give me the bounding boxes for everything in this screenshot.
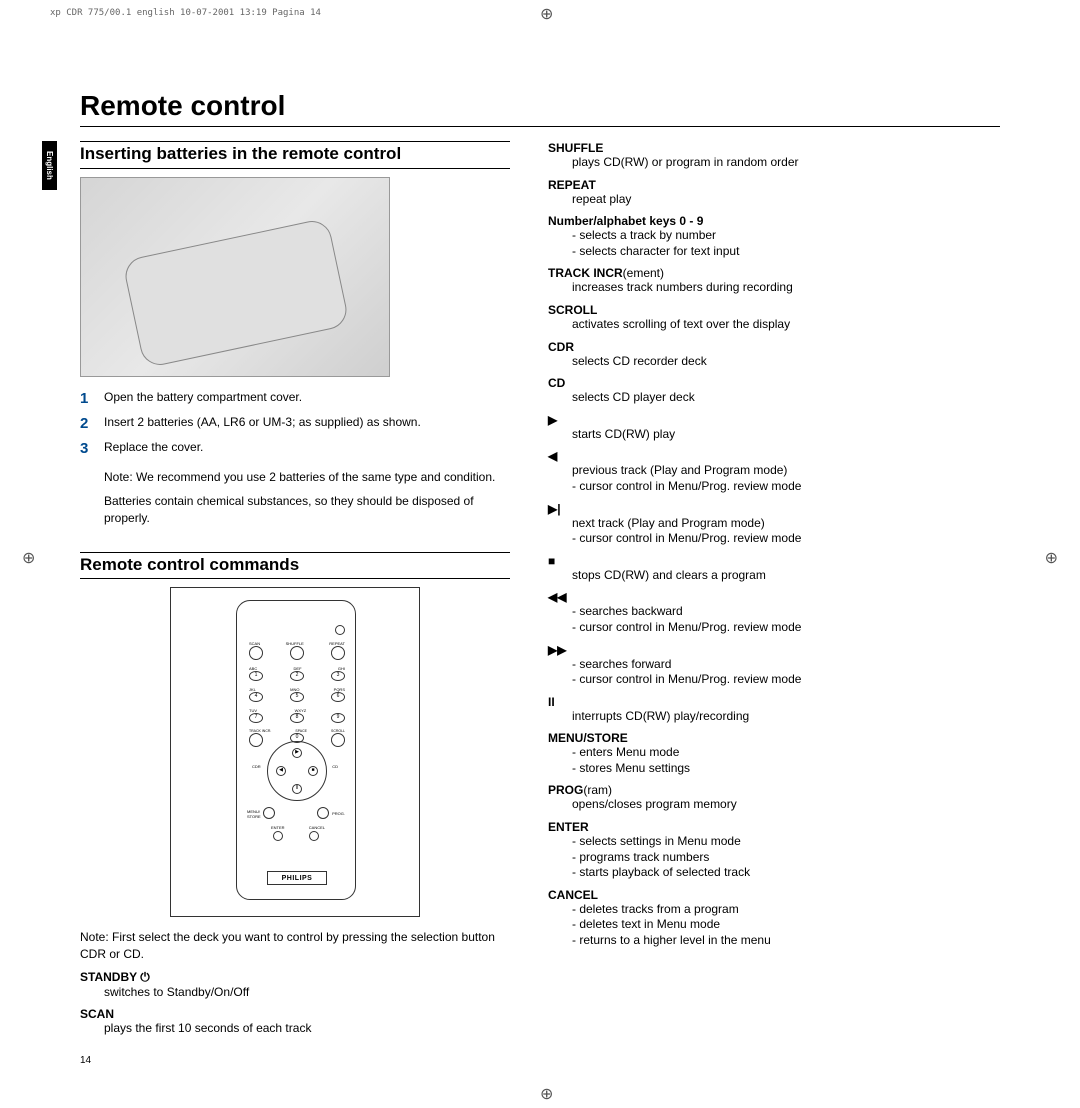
philips-logo: PHILIPS [267,871,327,885]
print-header: xp CDR 775/00.1 english 10-07-2001 13:19… [50,8,321,18]
cmd-item: ▶starts CD(RW) play [548,413,978,443]
step-2: 2 Insert 2 batteries (AA, LR6 or UM-3; a… [80,414,510,434]
remote-diagram: SCANSHUFFLEREPEAT ABCDEFGHI 123 JKLMNOPQ… [170,587,420,917]
registration-mark-right: ⊕ [1045,548,1058,568]
cmd-title: TRACK INCR(ement) [548,266,978,280]
cmd-item: SHUFFLEplays CD(RW) or program in random… [548,141,978,171]
section-commands-heading: Remote control commands [80,552,510,580]
cmd-item: CDRselects CD recorder deck [548,340,978,370]
cmd-desc: previous track (Play and Program mode) -… [572,463,978,494]
cmd-title: ◀◀ [548,590,978,604]
cmd-title: SHUFFLE [548,141,978,155]
cmd-title: SCROLL [548,303,978,317]
cmd-item: REPEATrepeat play [548,178,978,208]
cmd-desc: - deletes tracks from a program - delete… [572,902,978,949]
cmd-item: CANCEL- deletes tracks from a program - … [548,888,978,949]
cmd-title: ▶| [548,502,978,516]
step-text: Open the battery compartment cover. [104,389,302,409]
cmd-item: ▶| next track (Play and Program mode) - … [548,502,978,547]
step-number: 2 [80,414,94,434]
cmd-title: ▶ [548,413,978,427]
step-3: 3 Replace the cover. [80,439,510,459]
cmd-item: SCROLLactivates scrolling of text over t… [548,303,978,333]
cmd-desc: stops CD(RW) and clears a program [572,568,978,584]
cmd-title: Number/alphabet keys 0 - 9 [548,214,978,228]
cmd-item: MENU/STORE- enters Menu mode - stores Me… [548,731,978,776]
cmd-title: PROG(ram) [548,783,978,797]
language-tab: English [42,141,57,190]
cmd-title: ▶▶ [548,643,978,657]
note-disposal: Batteries contain chemical substances, s… [104,493,510,525]
cmd-scan: SCAN plays the ﬁrst 10 seconds of each t… [80,1007,510,1037]
title-rule [80,126,1000,127]
cmd-desc: opens/closes program memory [572,797,978,813]
cmd-desc: activates scrolling of text over the dis… [572,317,978,333]
cmd-title: CANCEL [548,888,978,902]
cmd-item: TRACK INCR(ement)increases track numbers… [548,266,978,296]
cmd-desc: selects CD recorder deck [572,354,978,370]
cmd-desc: plays the ﬁrst 10 seconds of each track [104,1021,510,1037]
cmd-desc: - enters Menu mode - stores Menu setting… [572,745,978,776]
cmd-title: ENTER [548,820,978,834]
cmd-item: ◀ previous track (Play and Program mode)… [548,449,978,494]
cmd-standby: STANDBY ⏻ switches to Standby/On/Off [80,970,510,1001]
step-1: 1 Open the battery compartment cover. [80,389,510,409]
cmd-title: CDR [548,340,978,354]
cmd-desc: - searches backward - cursor control in … [572,604,978,635]
cmd-title: II [548,695,978,709]
cmd-item: IIinterrupts CD(RW) play/recording [548,695,978,725]
page-number: 14 [80,1055,91,1066]
cmd-item: PROG(ram)opens/closes program memory [548,783,978,813]
section-batteries-heading: Inserting batteries in the remote contro… [80,141,510,169]
step-list: 1 Open the battery compartment cover. 2 … [80,389,510,460]
cmd-desc: next track (Play and Program mode) - cur… [572,516,978,547]
battery-diagram [80,177,390,377]
cmd-item: ◀◀- searches backward - cursor control i… [548,590,978,635]
cmd-desc: - selects settings in Menu mode - progra… [572,834,978,881]
cmd-desc: plays CD(RW) or program in random order [572,155,978,171]
right-column: SHUFFLEplays CD(RW) or program in random… [548,141,978,1044]
note-select-deck: Note: First select the deck you want to … [80,929,510,961]
cmd-desc: repeat play [572,192,978,208]
cmd-item: ■stops CD(RW) and clears a program [548,554,978,584]
cmd-title: ■ [548,554,978,568]
cmd-desc: increases track numbers during recording [572,280,978,296]
cmd-item: CDselects CD player deck [548,376,978,406]
registration-mark-left: ⊕ [22,548,35,568]
cmd-title: CD [548,376,978,390]
cmd-desc: switches to Standby/On/Off [104,985,510,1001]
cmd-desc: selects CD player deck [572,390,978,406]
step-text: Replace the cover. [104,439,203,459]
cmd-item: Number/alphabet keys 0 - 9- selects a tr… [548,214,978,259]
registration-mark-bottom: ⊕ [540,1084,553,1104]
cmd-title: STANDBY ⏻ [80,970,510,985]
cmd-desc: - searches forward - cursor control in M… [572,657,978,688]
cmd-desc: starts CD(RW) play [572,427,978,443]
cmd-title: MENU/STORE [548,731,978,745]
page-title: Remote control [80,90,1000,122]
note-battery-type: Note: We recommend you use 2 batteries o… [104,469,510,485]
cmd-title: ◀ [548,449,978,463]
cmd-title: SCAN [80,1007,510,1021]
cmd-desc: interrupts CD(RW) play/recording [572,709,978,725]
cmd-item: ENTER- selects settings in Menu mode - p… [548,820,978,881]
step-text: Insert 2 batteries (AA, LR6 or UM-3; as … [104,414,421,434]
cmd-item: ▶▶- searches forward - cursor control in… [548,643,978,688]
step-number: 1 [80,389,94,409]
registration-mark-top: ⊕ [540,4,553,24]
step-number: 3 [80,439,94,459]
cmd-title: REPEAT [548,178,978,192]
cmd-desc: - selects a track by number - selects ch… [572,228,978,259]
